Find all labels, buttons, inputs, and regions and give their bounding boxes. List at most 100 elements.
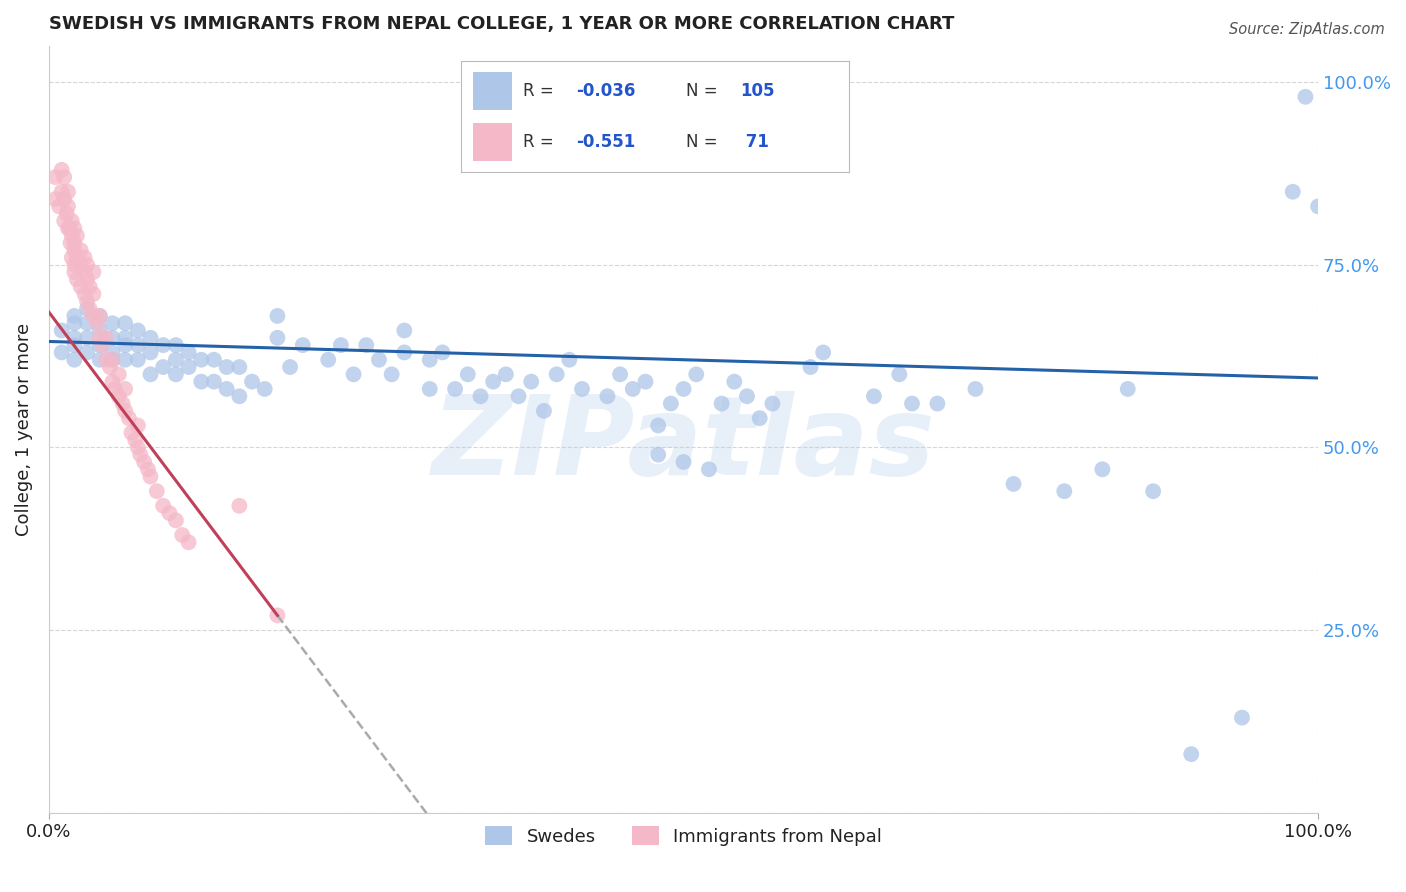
Point xyxy=(127,324,149,338)
Point xyxy=(94,331,117,345)
Point xyxy=(228,389,250,403)
Point xyxy=(1002,476,1025,491)
Point xyxy=(94,352,117,367)
Point xyxy=(63,235,86,250)
Point xyxy=(101,316,124,330)
Point xyxy=(710,396,733,410)
Point xyxy=(202,352,225,367)
Point xyxy=(266,608,288,623)
Point xyxy=(60,228,83,243)
Point xyxy=(101,345,124,359)
Point xyxy=(111,396,134,410)
Point xyxy=(356,338,378,352)
Point xyxy=(152,359,174,374)
Point xyxy=(89,338,111,352)
Point xyxy=(69,279,91,293)
Point xyxy=(457,368,479,382)
Point xyxy=(1116,382,1139,396)
Point xyxy=(76,301,98,316)
Point xyxy=(1091,462,1114,476)
Point xyxy=(98,359,121,374)
Point xyxy=(558,352,581,367)
Point xyxy=(419,352,441,367)
Point xyxy=(76,316,98,330)
Point xyxy=(901,396,924,410)
Point xyxy=(240,375,263,389)
Point xyxy=(73,287,96,301)
Point xyxy=(316,352,339,367)
Point xyxy=(1053,484,1076,499)
Point xyxy=(659,396,682,410)
Point xyxy=(165,368,187,382)
Point xyxy=(278,359,301,374)
Point xyxy=(394,345,416,359)
Point xyxy=(672,382,695,396)
Point xyxy=(60,214,83,228)
Point xyxy=(63,316,86,330)
Point xyxy=(419,382,441,396)
Point xyxy=(89,324,111,338)
Point xyxy=(368,352,391,367)
Point xyxy=(228,499,250,513)
Point xyxy=(51,162,73,177)
Point xyxy=(520,375,543,389)
Point xyxy=(546,368,568,382)
Point xyxy=(1180,747,1202,761)
Point xyxy=(177,359,200,374)
Point xyxy=(51,185,73,199)
Point xyxy=(73,265,96,279)
Point xyxy=(114,404,136,418)
Text: Source: ZipAtlas.com: Source: ZipAtlas.com xyxy=(1229,22,1385,37)
Point xyxy=(69,258,91,272)
Point xyxy=(177,535,200,549)
Point xyxy=(118,411,141,425)
Point xyxy=(129,448,152,462)
Point xyxy=(101,375,124,389)
Point xyxy=(101,331,124,345)
Point xyxy=(215,382,238,396)
Point xyxy=(59,235,82,250)
Point xyxy=(647,418,669,433)
Point xyxy=(66,228,89,243)
Point xyxy=(107,389,129,403)
Point xyxy=(89,352,111,367)
Point xyxy=(152,338,174,352)
Point xyxy=(66,272,89,286)
Point xyxy=(114,331,136,345)
Point xyxy=(799,359,821,374)
Point xyxy=(127,418,149,433)
Point xyxy=(53,192,76,206)
Point xyxy=(107,368,129,382)
Point xyxy=(121,425,143,440)
Point xyxy=(228,359,250,374)
Point xyxy=(114,316,136,330)
Point xyxy=(76,331,98,345)
Point xyxy=(470,389,492,403)
Point xyxy=(596,389,619,403)
Point xyxy=(63,258,86,272)
Point xyxy=(63,338,86,352)
Point xyxy=(48,199,70,213)
Point xyxy=(127,441,149,455)
Point xyxy=(114,382,136,396)
Point xyxy=(63,352,86,367)
Y-axis label: College, 1 year or more: College, 1 year or more xyxy=(15,323,32,536)
Point xyxy=(101,352,124,367)
Point xyxy=(56,199,79,213)
Point xyxy=(697,462,720,476)
Point xyxy=(1294,90,1316,104)
Point xyxy=(53,214,76,228)
Point xyxy=(56,185,79,199)
Point xyxy=(621,382,644,396)
Point xyxy=(56,221,79,235)
Point xyxy=(394,324,416,338)
Point xyxy=(89,309,111,323)
Point xyxy=(761,396,783,410)
Point xyxy=(51,345,73,359)
Point xyxy=(139,368,162,382)
Legend: Swedes, Immigrants from Nepal: Swedes, Immigrants from Nepal xyxy=(485,826,882,846)
Point xyxy=(329,338,352,352)
Point xyxy=(127,352,149,367)
Point xyxy=(202,375,225,389)
Point xyxy=(63,243,86,257)
